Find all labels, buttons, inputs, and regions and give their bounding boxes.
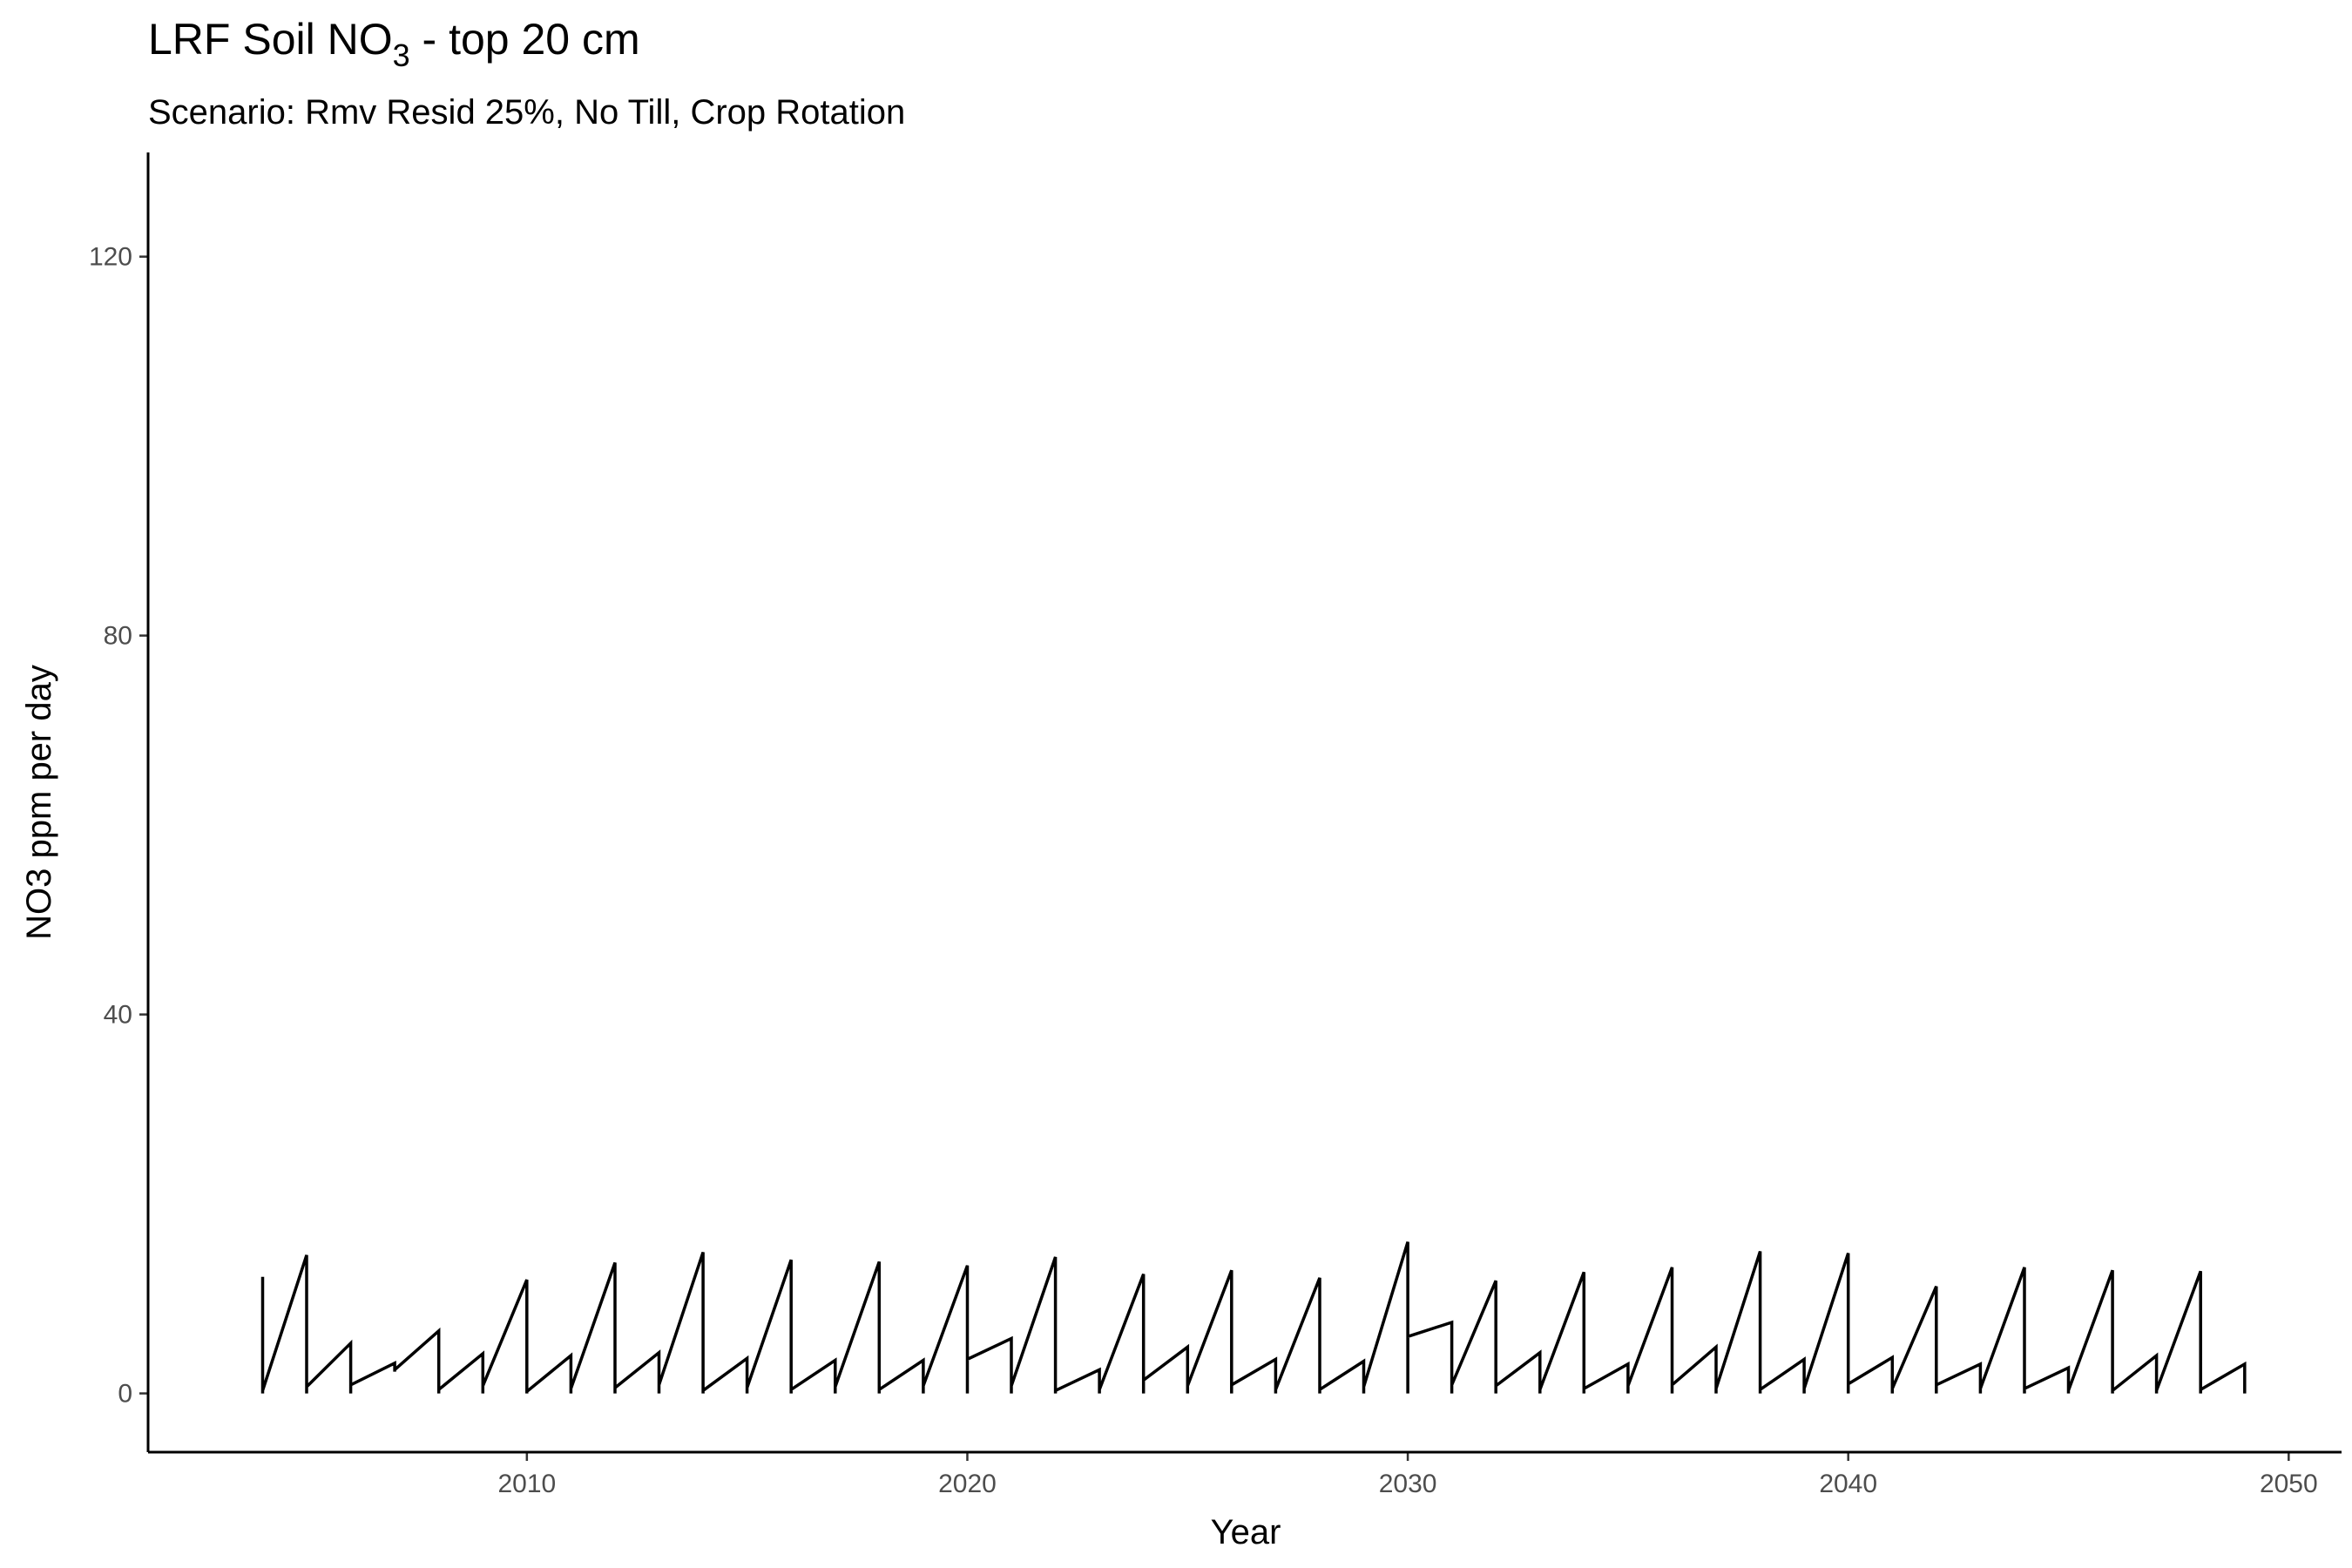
y-tick-label: 40: [104, 1001, 132, 1030]
x-tick-label: 2020: [938, 1470, 997, 1498]
x-tick-label: 2040: [1819, 1470, 1877, 1498]
series-line: [260, 1241, 2247, 1394]
chart-title-main: LRF Soil NO: [148, 15, 393, 64]
x-tick-label: 2010: [497, 1470, 556, 1498]
chart-title-rest: - top 20 cm: [410, 15, 640, 64]
x-tick-label: 2030: [1379, 1470, 1437, 1498]
chart-title-subscript: 3: [393, 37, 410, 73]
y-axis-ticks: 0 40 80 120: [89, 243, 148, 1409]
x-axis-title: Year: [1211, 1513, 1281, 1551]
chart-title: LRF Soil NO3 - top 20 cm: [148, 15, 640, 73]
x-tick-label: 2050: [2260, 1470, 2318, 1498]
x-axis-ticks: 2010 2020 2030 2040 2050: [497, 1452, 2318, 1498]
y-axis-title: NO3 ppm per day: [20, 665, 58, 940]
y-tick-label: 120: [89, 243, 132, 272]
chart-subtitle: Scenario: Rmv Resid 25%, No Till, Crop R…: [148, 93, 905, 132]
y-tick-label: 80: [104, 622, 132, 651]
y-tick-label: 0: [118, 1380, 132, 1409]
